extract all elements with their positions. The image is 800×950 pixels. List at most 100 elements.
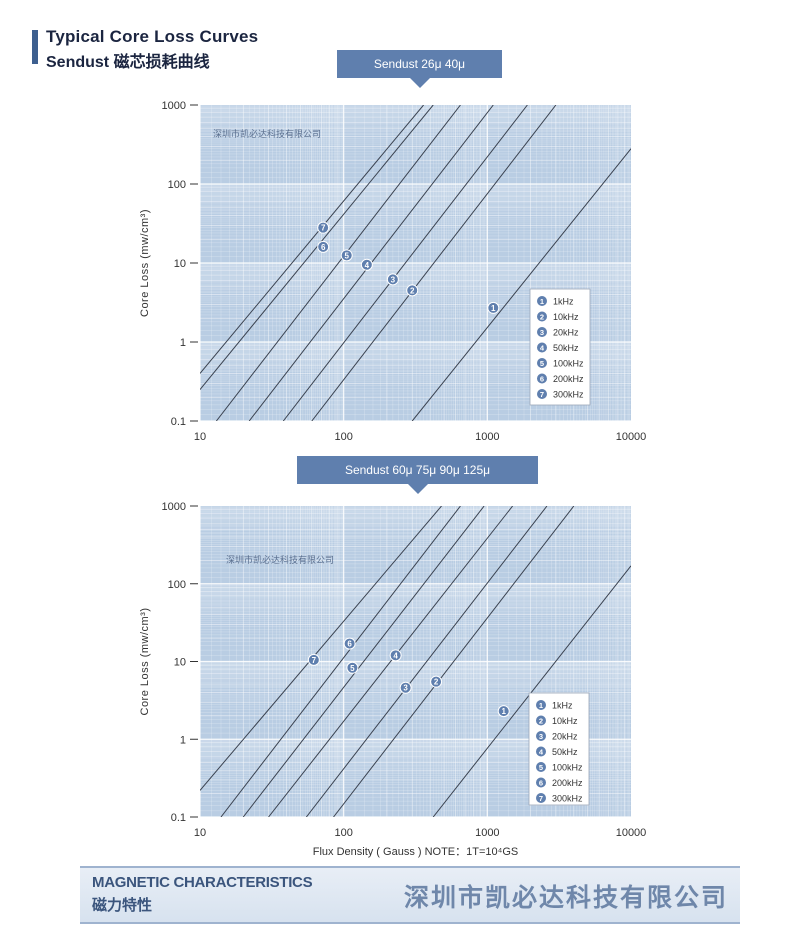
y-tick-label: 0.1 (171, 416, 186, 428)
series-marker-10kHz (406, 284, 419, 297)
series-marker-label: 2 (434, 678, 439, 687)
y-tick-label: 1 (180, 734, 186, 746)
legend-marker-label: 6 (540, 375, 544, 384)
series-line-100kHz (215, 105, 461, 421)
watermark-text: 深圳市凯必达科技有限公司 (226, 554, 334, 566)
y-tick-label: 0.1 (171, 812, 186, 824)
series-marker-100kHz (346, 661, 359, 674)
legend-marker (536, 777, 546, 788)
legend-entry-label: 300kHz (553, 390, 584, 400)
legend-marker-label: 4 (539, 748, 544, 757)
series-marker-label: 5 (350, 664, 355, 673)
legend-marker (536, 700, 546, 710)
legend-entry-label: 100kHz (552, 763, 583, 773)
series-line-300kHz (200, 105, 424, 374)
footer-title-cn: 磁力特性 (92, 897, 153, 914)
series-lines (200, 506, 631, 817)
title-accent-bar (32, 30, 38, 64)
y-axis-label: Core Loss (mw/cm³) (139, 209, 151, 317)
legend-entry-label: 50kHz (553, 343, 579, 353)
page-title-cn: Sendust 磁芯损耗曲线 (46, 54, 210, 71)
legend-marker-label: 3 (540, 328, 544, 337)
y-axis-label: Core Loss (mw/cm³) (139, 607, 151, 715)
series-line-1kHz (411, 148, 631, 421)
series-marker-20kHz (399, 681, 412, 694)
series-marker-label: 4 (365, 261, 370, 270)
legend-marker-label: 5 (539, 763, 543, 772)
legend: 1 1kHz 2 10kHz 3 20kHz 4 50kHz 5 100kHz 6 200kHz 7 30… (528, 692, 590, 806)
series-marker-label: 3 (391, 275, 396, 284)
series-marker-100kHz (340, 249, 353, 262)
legend-marker-label: 7 (540, 390, 544, 399)
legend-marker-label: 2 (540, 313, 544, 322)
legend-entry-label: 1kHz (553, 297, 574, 307)
legend-entry-label: 20kHz (552, 732, 578, 742)
legend-entry-label: 10kHz (552, 716, 578, 726)
legend-entry-label: 50kHz (552, 747, 578, 757)
legend-entry-label: 200kHz (553, 374, 584, 384)
series-marker-label: 5 (344, 251, 349, 260)
series-marker-10kHz (430, 675, 443, 688)
series-line-10kHz (333, 506, 575, 817)
legend-marker (536, 746, 546, 757)
footer-title-en: MAGNETIC CHARACTERISTICS (92, 874, 313, 891)
footer-company-name: 深圳市凯必达科技有限公司 (403, 884, 728, 912)
y-tick-label: 10 (174, 258, 186, 270)
watermark-text: 深圳市凯必达科技有限公司 (213, 128, 321, 140)
legend-marker-label: 1 (540, 297, 544, 306)
legend-marker (537, 389, 547, 399)
x-tick-label: 100 (334, 431, 352, 443)
legend-marker (536, 715, 546, 726)
legend-marker (537, 296, 547, 306)
chart2-title-banner: Sendust 60μ 75μ 90μ 125μ (297, 456, 538, 494)
series-line-100kHz (242, 506, 485, 817)
x-tick-label: 10000 (616, 827, 647, 839)
series-marker-label: 1 (501, 707, 506, 716)
page-title-en: Typical Core Loss Curves (46, 27, 259, 46)
legend-marker-label: 1 (539, 701, 543, 710)
legend-marker-label: 3 (539, 732, 543, 741)
y-tick-label: 100 (168, 579, 186, 591)
series-marker-200kHz (317, 240, 330, 253)
x-tick-label: 1000 (475, 431, 499, 443)
legend-marker (537, 342, 547, 353)
legend-marker-label: 6 (539, 779, 543, 788)
chart1-title-banner: Sendust 26μ 40μ (337, 50, 502, 88)
series-marker-50kHz (389, 649, 402, 662)
series-line-50kHz (268, 506, 514, 817)
series-marker-1kHz (497, 705, 510, 718)
series-marker-300kHz (307, 653, 320, 666)
legend-marker-label: 5 (540, 359, 544, 368)
y-tick-label: 1 (180, 337, 186, 349)
legend-marker-label: 7 (539, 794, 543, 803)
series-marker-20kHz (386, 273, 399, 286)
series-line-300kHz (200, 506, 442, 791)
legend-marker (537, 373, 547, 384)
series-line-200kHz (200, 105, 434, 390)
series-marker-label: 1 (491, 304, 496, 313)
y-tick-label: 1000 (162, 100, 186, 112)
series-line-20kHz (305, 506, 548, 817)
y-tick-label: 10 (174, 657, 186, 669)
y-tick-label: 100 (168, 179, 186, 191)
legend-marker-label: 4 (540, 344, 545, 353)
series-marker-label: 4 (393, 651, 398, 660)
x-tick-label: 10 (194, 431, 206, 443)
core-loss-chart-1: 深圳市凯必达科技有限公司 1 2 3 4 5 6 7 0.1 1 10 100 1000 10 100 100… (139, 100, 646, 443)
x-axis-label: Flux Density ( Gauss ) NOTE：1T=10⁴GS (313, 846, 519, 858)
y-tick-label: 1000 (162, 501, 186, 513)
series-line-1kHz (432, 565, 631, 817)
series-marker-label: 7 (321, 224, 326, 233)
x-tick-label: 1000 (475, 827, 499, 839)
series-line-10kHz (311, 105, 557, 421)
series-marker-label: 7 (312, 656, 317, 665)
series-marker-50kHz (360, 258, 373, 271)
series-line-20kHz (282, 105, 528, 421)
legend-entry-label: 10kHz (553, 312, 579, 322)
legend-entry-label: 300kHz (552, 794, 583, 804)
legend: 1 1kHz 2 10kHz 3 20kHz 4 50kHz 5 100kHz 6 200kHz 7 30… (529, 288, 591, 406)
legend-marker (536, 762, 546, 772)
footer-banner: MAGNETIC CHARACTERISTICS 磁力特性 深圳市凯必达科技有限… (80, 866, 740, 924)
x-tick-label: 10 (194, 827, 206, 839)
series-marker-label: 6 (347, 640, 352, 649)
